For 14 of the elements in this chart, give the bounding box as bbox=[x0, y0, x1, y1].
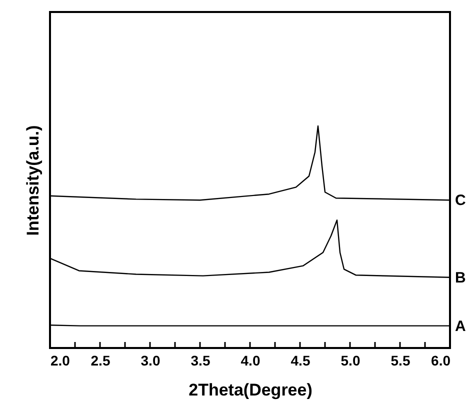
series-label: A bbox=[455, 318, 466, 335]
x-axis-title: 2Theta(Degree) bbox=[188, 380, 312, 400]
x-tick-label: 2.0 bbox=[50, 352, 70, 368]
series-label: B bbox=[455, 269, 466, 286]
x-tick-label: 4.5 bbox=[290, 352, 310, 368]
x-tick-label: 6.0 bbox=[431, 352, 451, 368]
x-tick-label: 5.0 bbox=[340, 352, 360, 368]
y-axis-title: Intensity(a.u.) bbox=[24, 125, 42, 236]
x-tick-label: 4.0 bbox=[240, 352, 260, 368]
series-label: C bbox=[455, 192, 466, 210]
x-tick-label: 5.5 bbox=[390, 352, 410, 368]
x-tick-label: 3.0 bbox=[140, 352, 160, 368]
x-tick-label: 2.5 bbox=[90, 352, 110, 368]
x-tick-label: 3.5 bbox=[190, 352, 210, 368]
